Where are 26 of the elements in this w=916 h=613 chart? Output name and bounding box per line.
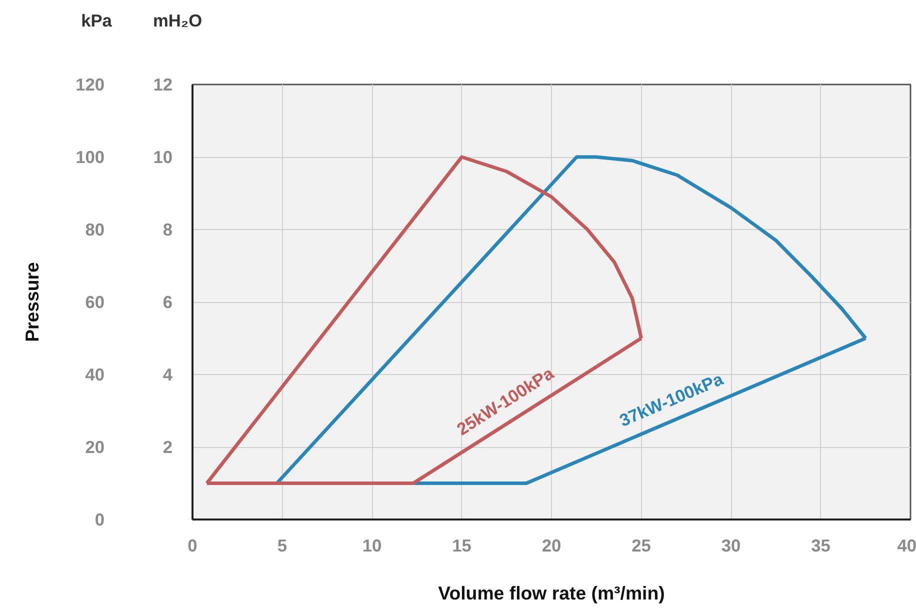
x-tick-label: 25 (632, 536, 652, 556)
y2-tick-label: 10 (153, 147, 173, 167)
x-tick-label: 15 (452, 536, 472, 556)
y2-tick-label: 2 (162, 437, 173, 457)
y2-tick-label: 4 (162, 364, 173, 384)
y2-tick-label: 8 (162, 220, 173, 240)
y-tick-label: 80 (85, 220, 105, 240)
y-tick-label: 40 (85, 364, 105, 384)
x-tick-label: 20 (542, 536, 562, 556)
x-axis-title: Volume flow rate (m³/min) (438, 582, 665, 604)
text: kPa (81, 10, 112, 30)
x-tick-label: 40 (897, 536, 916, 556)
x-tick-label: 10 (362, 536, 382, 556)
x-tick-label: 30 (721, 536, 741, 556)
y-tick-label: 60 (85, 292, 105, 312)
y-tick-label: 20 (85, 437, 105, 457)
x-tick-label: 5 (277, 536, 288, 556)
y2-tick-label: 12 (153, 74, 173, 94)
y-tick-label: 120 (76, 74, 105, 94)
x-tick-label: 0 (188, 536, 198, 556)
x-tick-label: 35 (811, 536, 831, 556)
y2-tick-label: 6 (162, 292, 173, 312)
text: mH₂O (152, 10, 202, 30)
y-tick-label: 100 (76, 147, 105, 167)
y-tick-label: 0 (94, 510, 105, 530)
y-axis-title: Pressure (22, 262, 43, 342)
